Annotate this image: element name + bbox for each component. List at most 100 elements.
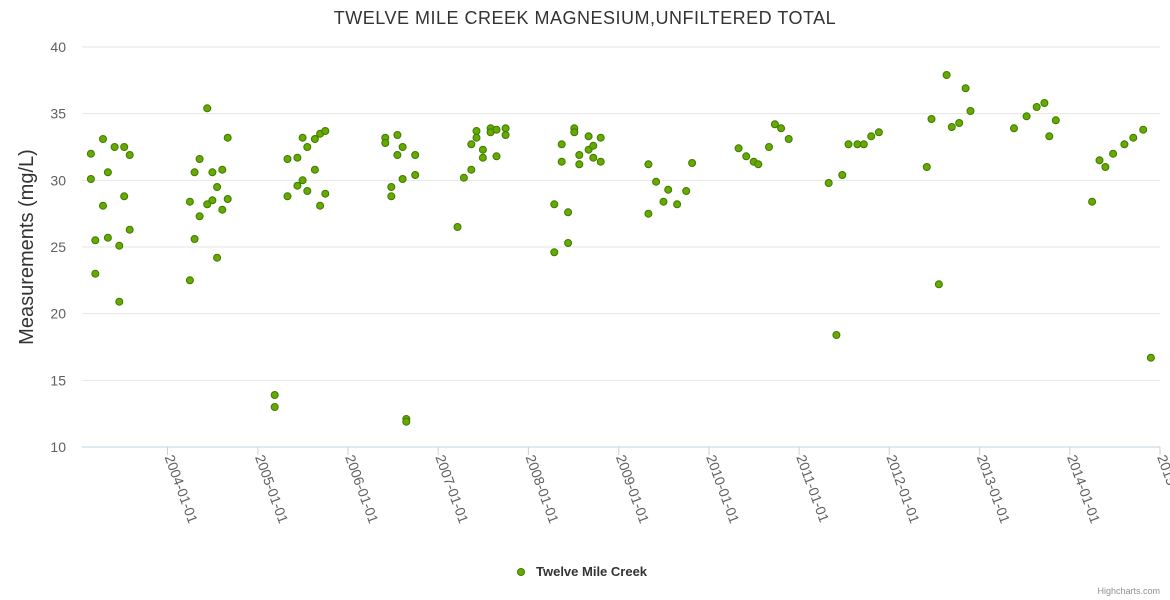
data-point[interactable] [832, 331, 841, 339]
data-point[interactable] [564, 239, 573, 247]
data-point[interactable] [501, 131, 510, 139]
data-point[interactable] [213, 253, 222, 262]
data-point[interactable] [99, 135, 107, 143]
data-point[interactable] [557, 140, 566, 149]
data-point[interactable] [195, 212, 204, 221]
data-point[interactable] [293, 181, 302, 190]
data-point[interactable] [203, 200, 212, 209]
data-point[interactable] [393, 151, 402, 159]
data-point[interactable] [570, 128, 579, 137]
data-point[interactable] [1101, 163, 1110, 171]
data-point[interactable] [934, 280, 943, 289]
data-point[interactable] [467, 140, 476, 149]
data-point[interactable] [492, 125, 501, 134]
credits-link[interactable]: Highcharts.com [1097, 586, 1160, 596]
data-point[interactable] [387, 192, 396, 201]
data-point[interactable] [203, 104, 212, 113]
data-point[interactable] [673, 200, 682, 209]
data-point[interactable] [195, 155, 204, 163]
data-point[interactable] [283, 192, 292, 201]
data-point[interactable] [927, 115, 936, 123]
data-point[interactable] [120, 192, 129, 201]
data-point[interactable] [321, 127, 330, 135]
data-point[interactable] [218, 205, 227, 214]
data-point[interactable] [564, 208, 573, 217]
data-point[interactable] [303, 187, 312, 195]
data-point[interactable] [190, 168, 199, 177]
data-point[interactable] [575, 151, 584, 159]
data-point[interactable] [955, 119, 964, 127]
data-point[interactable] [644, 160, 653, 169]
data-point[interactable] [557, 157, 566, 166]
data-point[interactable] [270, 391, 279, 399]
data-point[interactable] [589, 153, 598, 162]
data-point[interactable] [838, 171, 847, 179]
data-point[interactable] [859, 140, 868, 149]
data-point[interactable] [103, 233, 112, 242]
data-point[interactable] [742, 152, 751, 161]
data-point[interactable] [1129, 133, 1138, 142]
data-point[interactable] [1120, 140, 1129, 149]
data-point[interactable] [321, 189, 330, 198]
data-point[interactable] [492, 152, 501, 161]
data-point[interactable] [770, 120, 779, 129]
data-point[interactable] [784, 135, 793, 143]
data-point[interactable] [472, 127, 481, 135]
data-point[interactable] [596, 157, 605, 166]
data-point[interactable] [310, 135, 319, 143]
data-point[interactable] [550, 200, 559, 209]
data-point[interactable] [213, 183, 222, 191]
data-point[interactable] [115, 241, 124, 250]
data-point[interactable] [381, 139, 390, 147]
data-point[interactable] [922, 163, 931, 171]
data-point[interactable] [402, 417, 411, 426]
data-point[interactable] [1045, 132, 1054, 141]
data-point[interactable] [208, 196, 217, 205]
data-point[interactable] [185, 276, 194, 285]
data-point[interactable] [387, 183, 396, 191]
data-point[interactable] [1109, 149, 1118, 158]
data-point[interactable] [664, 185, 673, 194]
data-point[interactable] [303, 143, 312, 151]
data-point[interactable] [754, 160, 763, 169]
data-point[interactable] [1139, 125, 1148, 134]
data-point[interactable] [453, 223, 462, 231]
data-point[interactable] [596, 133, 605, 142]
data-point[interactable] [867, 132, 876, 141]
data-point[interactable] [91, 269, 100, 278]
data-point[interactable] [961, 84, 970, 93]
data-point[interactable] [110, 143, 119, 151]
data-point[interactable] [682, 187, 691, 195]
data-point[interactable] [501, 124, 510, 133]
data-point[interactable] [99, 201, 107, 210]
data-point[interactable] [86, 149, 95, 158]
data-point[interactable] [223, 195, 232, 203]
data-point[interactable] [472, 133, 481, 142]
data-point[interactable] [478, 153, 487, 162]
data-point[interactable] [589, 141, 598, 150]
data-point[interactable] [298, 133, 307, 142]
data-point[interactable] [575, 160, 584, 169]
data-point[interactable] [1022, 112, 1031, 121]
data-point[interactable] [91, 236, 100, 245]
data-point[interactable] [942, 71, 951, 79]
data-point[interactable] [1088, 197, 1097, 206]
data-point[interactable] [398, 143, 407, 151]
data-point[interactable] [270, 403, 279, 411]
data-point[interactable] [125, 225, 134, 234]
data-point[interactable] [218, 165, 227, 174]
data-point[interactable] [1010, 124, 1018, 133]
legend[interactable]: Twelve Mile Creek [517, 564, 648, 579]
data-point[interactable] [652, 177, 661, 186]
data-point[interactable] [120, 143, 129, 151]
data-point[interactable] [86, 175, 95, 183]
data-point[interactable] [688, 159, 697, 167]
data-point[interactable] [223, 133, 232, 142]
data-point[interactable] [393, 131, 402, 139]
data-point[interactable] [103, 168, 112, 177]
data-point[interactable] [293, 153, 302, 162]
data-point[interactable] [734, 144, 743, 153]
data-point[interactable] [398, 175, 407, 183]
data-point[interactable] [185, 197, 194, 206]
data-point[interactable] [966, 107, 975, 115]
